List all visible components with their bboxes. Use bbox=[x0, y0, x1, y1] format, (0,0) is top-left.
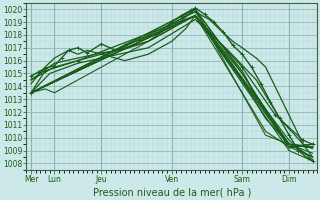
X-axis label: Pression niveau de la mer( hPa ): Pression niveau de la mer( hPa ) bbox=[92, 187, 251, 197]
